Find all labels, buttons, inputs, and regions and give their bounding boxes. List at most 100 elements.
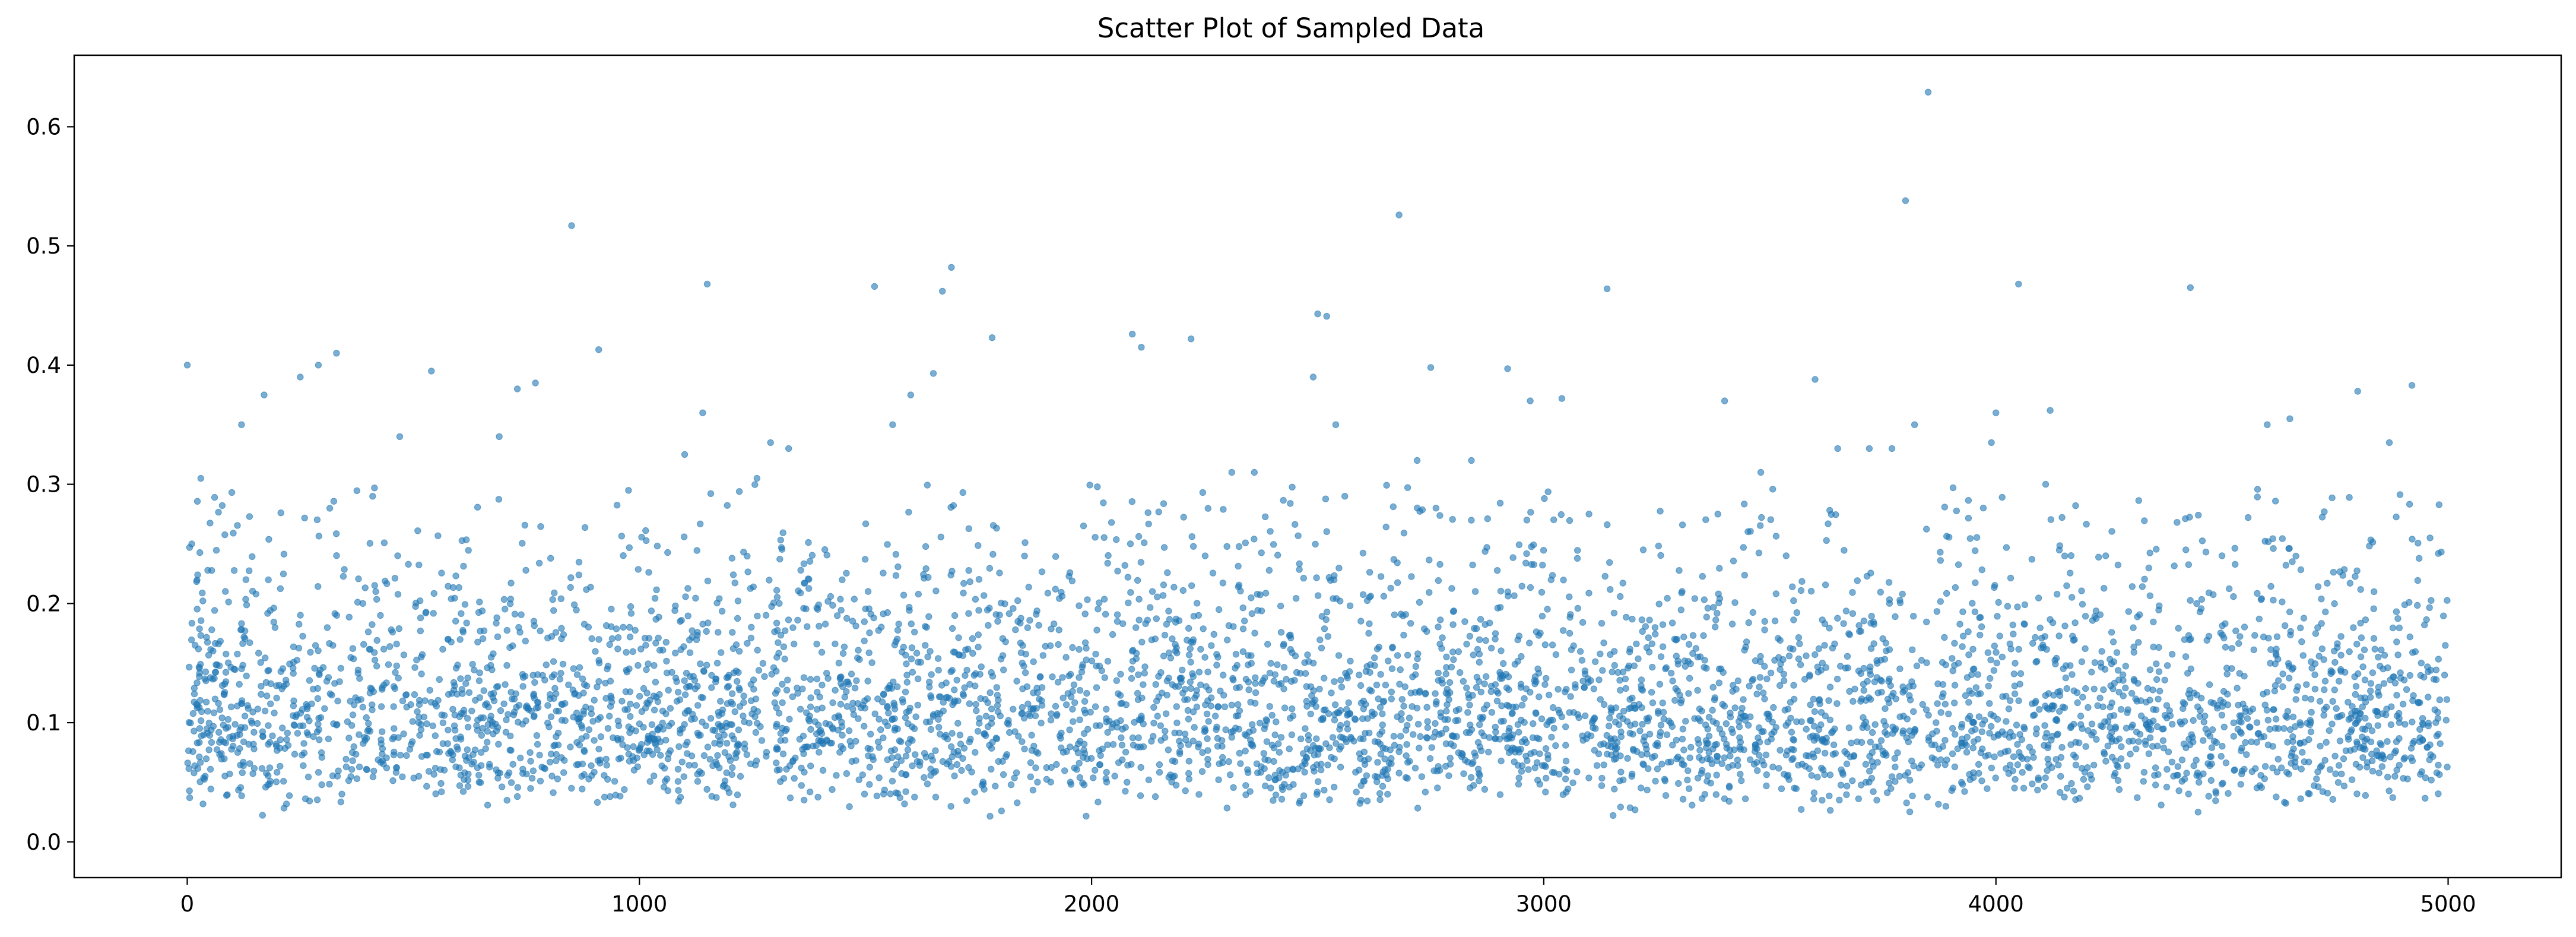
scatter-point	[1224, 637, 1231, 644]
scatter-point	[897, 757, 905, 764]
scatter-point	[344, 718, 351, 726]
scatter-point	[2079, 600, 2086, 608]
scatter-point	[2194, 809, 2202, 816]
scatter-point	[839, 732, 846, 739]
scatter-point	[1970, 769, 1977, 777]
scatter-point	[1331, 755, 1338, 762]
scatter-point	[1263, 738, 1271, 745]
scatter-point	[2070, 787, 2077, 794]
scatter-point	[1188, 582, 1195, 589]
scatter-point	[1826, 683, 1834, 691]
scatter-point	[654, 698, 662, 705]
scatter-point	[309, 685, 317, 693]
scatter-point	[1275, 680, 1283, 688]
scatter-point	[550, 607, 557, 614]
scatter-point	[953, 761, 961, 768]
scatter-point	[1806, 673, 1813, 680]
scatter-point	[963, 797, 970, 805]
scatter-point	[604, 725, 612, 732]
scatter-point	[2062, 674, 2070, 682]
scatter-point	[835, 714, 843, 721]
scatter-point	[581, 524, 589, 531]
scatter-point	[212, 669, 220, 676]
scatter-point	[2108, 629, 2115, 636]
scatter-point	[911, 628, 918, 636]
scatter-point	[1998, 728, 2006, 735]
scatter-point	[1012, 626, 1019, 634]
scatter-point	[789, 624, 797, 631]
scatter-point	[1883, 731, 1891, 738]
scatter-point	[1209, 569, 1217, 577]
scatter-point	[1979, 720, 1986, 728]
scatter-point	[449, 705, 456, 713]
scatter-point	[1021, 552, 1028, 559]
scatter-point	[1160, 544, 1168, 551]
scatter-point	[1076, 674, 1083, 681]
scatter-point	[655, 735, 662, 743]
scatter-point	[2286, 726, 2294, 733]
scatter-point	[1286, 745, 1293, 752]
scatter-point	[277, 668, 284, 675]
scatter-point	[2251, 632, 2258, 639]
scatter-point	[394, 591, 402, 598]
scatter-point	[1781, 771, 1788, 778]
scatter-point	[1540, 547, 1547, 554]
scatter-point	[1868, 758, 1876, 765]
scatter-point	[1164, 569, 1171, 577]
scatter-point	[359, 600, 366, 607]
scatter-point	[456, 636, 464, 643]
scatter-point	[1976, 614, 1983, 622]
scatter-point	[493, 683, 500, 691]
scatter-point	[465, 547, 472, 554]
scatter-point	[905, 740, 912, 747]
scatter-point	[969, 650, 976, 657]
scatter-point	[1685, 690, 1692, 697]
scatter-point	[392, 769, 400, 776]
scatter-point	[1679, 726, 1687, 733]
scatter-point	[662, 736, 670, 744]
scatter-point	[1506, 724, 1513, 732]
scatter-point	[2041, 783, 2048, 790]
scatter-point	[1313, 735, 1320, 742]
scatter-point	[2362, 746, 2369, 753]
scatter-point	[2273, 633, 2281, 641]
scatter-point	[1276, 767, 1283, 774]
scatter-point	[1377, 751, 1385, 758]
scatter-point	[2323, 739, 2330, 746]
scatter-point	[962, 646, 969, 654]
scatter-point	[1337, 743, 1345, 751]
scatter-point	[560, 631, 567, 638]
scatter-point	[2280, 725, 2288, 732]
scatter-point	[807, 762, 814, 770]
scatter-point	[1530, 541, 1537, 549]
scatter-point	[1204, 761, 1211, 768]
scatter-point	[737, 773, 744, 780]
scatter-point	[1412, 663, 1420, 670]
scatter-point	[515, 718, 522, 726]
scatter-point	[503, 661, 510, 669]
scatter-point	[1867, 739, 1874, 746]
scatter-point	[1303, 745, 1311, 752]
scatter-point	[1280, 664, 1288, 671]
scatter-point	[849, 705, 856, 713]
scatter-point	[2367, 687, 2374, 695]
scatter-point	[2435, 790, 2442, 797]
scatter-point	[1796, 640, 1803, 647]
scatter-point	[866, 781, 873, 788]
scatter-point	[2232, 627, 2239, 635]
scatter-point	[1579, 678, 1587, 685]
scatter-point	[2331, 752, 2339, 760]
scatter-point	[926, 679, 933, 686]
scatter-point	[1555, 686, 1562, 693]
scatter-point	[1092, 703, 1099, 710]
scatter-point	[1866, 778, 1873, 786]
scatter-point	[683, 683, 690, 691]
scatter-point	[1825, 520, 1832, 527]
scatter-point	[1546, 691, 1553, 699]
scatter-point	[1648, 689, 1655, 696]
scatter-point	[595, 745, 602, 753]
scatter-point	[325, 735, 332, 743]
scatter-point	[1756, 674, 1764, 681]
scatter-point	[369, 706, 376, 714]
scatter-point	[1582, 712, 1589, 720]
